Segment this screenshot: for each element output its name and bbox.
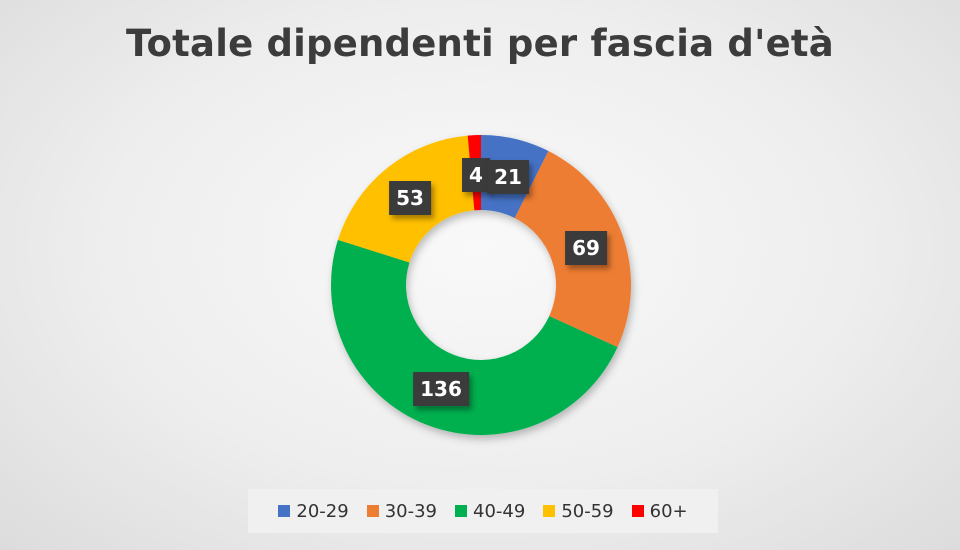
legend-swatch: [278, 505, 291, 517]
legend-label: 50-59: [561, 500, 614, 522]
data-label-20-29: 21: [487, 160, 529, 194]
data-label-30-39: 69: [565, 231, 607, 265]
data-label-50-59: 53: [389, 181, 431, 215]
legend-item-20-29: 20-29: [278, 500, 349, 522]
legend-label: 60+: [649, 500, 688, 522]
chart-legend: 20-29 30-39 40-49 50-59 60+: [248, 489, 718, 533]
slice-40-49: [330, 239, 618, 436]
legend-item-50-59: 50-59: [543, 500, 614, 522]
data-label-60+: 4: [462, 158, 490, 192]
legend-label: 20-29: [296, 500, 349, 522]
legend-label: 30-39: [384, 500, 437, 522]
legend-swatch: [455, 505, 467, 517]
chart-title: Totale dipendenti per fascia d'età: [126, 22, 834, 65]
legend-label: 40-49: [473, 500, 526, 522]
legend-swatch: [631, 505, 644, 517]
legend-swatch: [543, 505, 556, 517]
legend-item-60+: 60+: [631, 500, 688, 522]
legend-item-30-39: 30-39: [366, 500, 437, 522]
legend-swatch: [366, 505, 379, 517]
legend-item-40-49: 40-49: [455, 501, 525, 522]
data-label-40-49: 136: [413, 372, 469, 406]
